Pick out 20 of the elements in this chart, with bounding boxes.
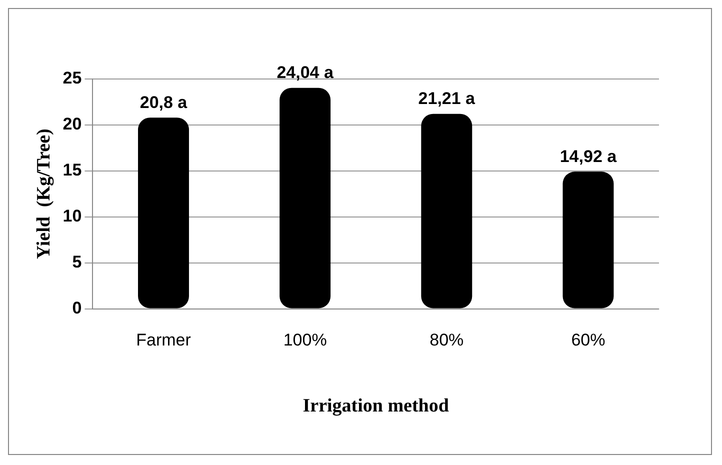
text: 21,21 a [418, 89, 476, 108]
x-tick-label: 60% [571, 330, 606, 350]
bar [280, 88, 331, 308]
text: 24,04 a [276, 63, 334, 82]
x-tick-label: Farmer [136, 330, 192, 350]
x-tick-label: 100% [283, 330, 327, 350]
y-tick-label: 25 [62, 68, 82, 88]
y-tick-label: 0 [72, 298, 82, 318]
text: 20,8 a [140, 92, 188, 112]
x-tick-label: 80% [430, 330, 464, 350]
y-tick-label: 15 [62, 160, 82, 180]
y-tick-label: 20 [62, 114, 82, 134]
bar [562, 172, 614, 308]
y-axis-title: Yield (Kg/Tree) [33, 128, 54, 260]
y-tick-label: 10 [62, 206, 82, 226]
bar [138, 118, 189, 308]
text: 14,92 a [560, 146, 617, 166]
bar [421, 114, 472, 308]
y-tick-label: 5 [72, 252, 82, 272]
x-axis-title: Irrigation method [302, 396, 450, 417]
